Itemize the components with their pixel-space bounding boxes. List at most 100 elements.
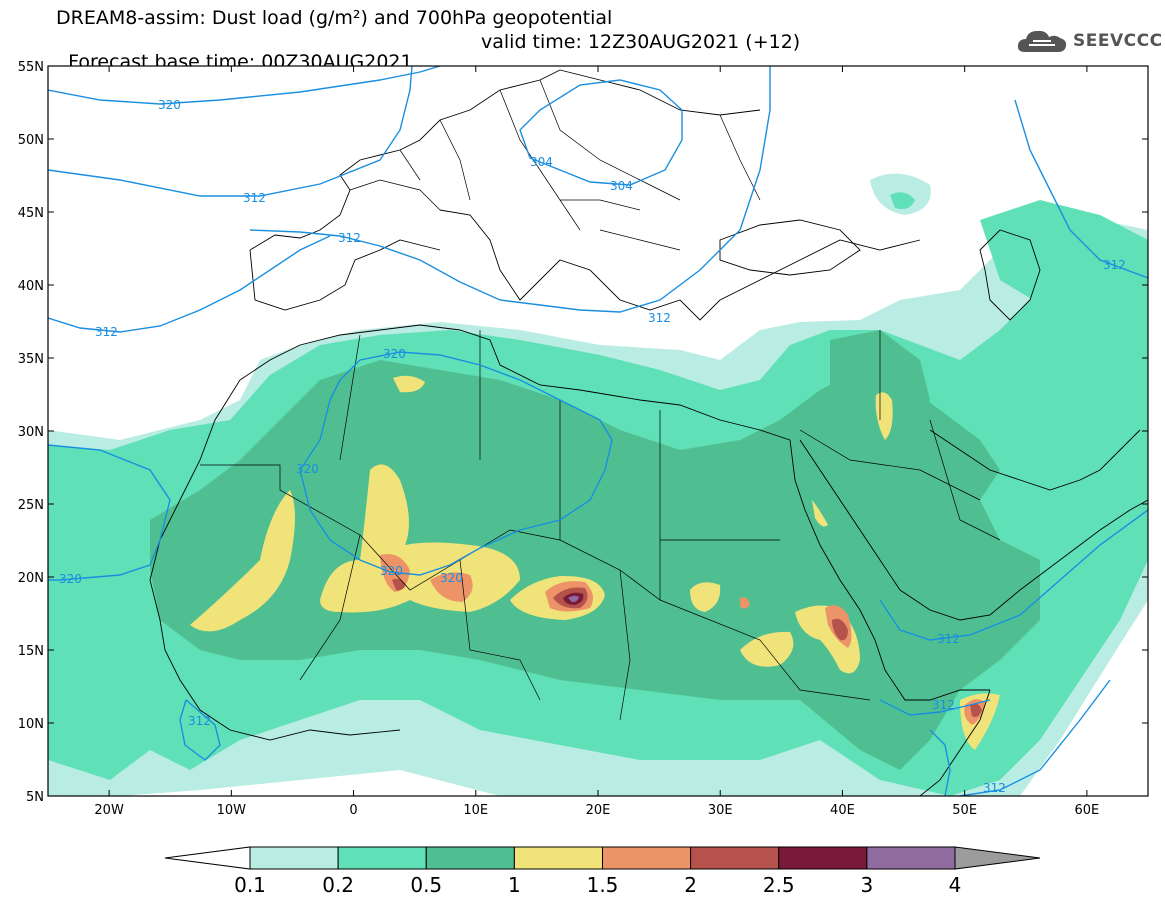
- coastlines: [149, 69, 1148, 796]
- lat-label: 30N: [18, 425, 44, 440]
- lat-label: 25N: [18, 498, 44, 513]
- lon-label: 50E: [952, 803, 977, 818]
- colorbar-tick-label: 1.5: [587, 873, 619, 897]
- dust-level-1-sahara-west: [190, 490, 295, 632]
- contour-label: 312: [188, 714, 211, 728]
- contour-label: 312: [95, 325, 118, 339]
- lat-label: 55N: [18, 60, 44, 75]
- dust-level-3-chad: [568, 595, 579, 602]
- coast-caspian: [979, 229, 1041, 321]
- dust-level-0-5: [150, 360, 1040, 770]
- coast-west-africa: [149, 379, 401, 741]
- contour-label: 312: [932, 698, 955, 712]
- borders-europe: [349, 79, 761, 251]
- contour-label: 320: [59, 572, 82, 586]
- coast-red-sea: [789, 439, 1148, 701]
- contour-label: 304: [610, 179, 633, 193]
- contour-312-southwest: [179, 699, 221, 761]
- dust-level-1-libya: [393, 375, 425, 393]
- coast-gulf: [929, 429, 1141, 491]
- dust-level-2-somalia: [970, 703, 982, 718]
- colorbar-tick-label: 2.5: [763, 873, 795, 897]
- contour-label: 312: [243, 191, 266, 205]
- lat-label: 5N: [26, 790, 44, 805]
- longitude-axis: 20W 10W 0 10E 20E 30E 40E 50E 60E: [94, 66, 1099, 818]
- colorbar-box: [249, 846, 339, 870]
- contour-320-sahara: [48, 444, 171, 581]
- coast-black-sea: [719, 219, 861, 276]
- contour-label: 320: [296, 462, 319, 476]
- geopotential-contours: [48, 66, 1148, 796]
- seevccc-logo: SEEVCCC: [1015, 24, 1163, 58]
- contour-320-main: [299, 351, 613, 576]
- colorbar-tick-label: 3: [861, 873, 874, 897]
- colorbar-box: [778, 846, 868, 870]
- lon-label: 20E: [586, 803, 611, 818]
- contour-312-mid: [249, 66, 771, 313]
- lat-label: 45N: [18, 206, 44, 221]
- contour-label: 312: [937, 632, 960, 646]
- colorbar-tick-label: 0.5: [410, 873, 442, 897]
- contour-312-africa-east: [879, 509, 1148, 641]
- colorbar-tick-label: 0.1: [234, 873, 266, 897]
- colorbar-tick-label: 2: [684, 873, 697, 897]
- map-title: DREAM8-assim: Dust load (g/m²) and 700hP…: [56, 7, 613, 29]
- contour-320-north: [48, 66, 441, 105]
- lon-label: 0: [349, 803, 357, 818]
- colorbar: 0.1 0.2 0.5 1 1.5 2 2.5 3 4: [164, 846, 1041, 897]
- contour-312-north: [48, 66, 413, 197]
- latitude-axis: 55N 50N 45N 40N 35N 30N 25N 20N 15N 10N 5N: [18, 60, 1148, 805]
- contour-312-somalia: [929, 729, 951, 796]
- colorbar-box: [337, 846, 427, 870]
- contour-312-west: [48, 235, 331, 333]
- contour-312-south: [959, 679, 1111, 796]
- lon-label: 10W: [217, 803, 247, 818]
- lat-label: 10N: [18, 717, 44, 732]
- valid-time: valid time: 12Z30AUG2021 (+12): [481, 31, 801, 53]
- colorbar-tick-label: 4: [949, 873, 962, 897]
- dust-level-1-sudan: [690, 582, 721, 612]
- contour-label: 312: [1103, 258, 1126, 272]
- dust-level-0-2-east: [980, 200, 1148, 320]
- coast-horn-africa: [919, 689, 991, 796]
- cloud-logo-icon: [1017, 30, 1067, 52]
- contour-312-horn: [879, 699, 991, 716]
- dust-level-2-ethiopia: [832, 618, 848, 641]
- colorbar-box: [866, 846, 956, 870]
- contour-labels: 320 312 312 312 304 304 312 320 320 320 …: [59, 98, 1126, 795]
- contour-label: 312: [983, 781, 1006, 795]
- dust-field: [48, 173, 1148, 796]
- lon-label: 60E: [1075, 803, 1100, 818]
- contour-label: 320: [383, 347, 406, 361]
- contour-304: [519, 79, 683, 186]
- lat-label: 35N: [18, 352, 44, 367]
- colorbar-box: [602, 846, 692, 870]
- colorbar-under-triangle: [164, 846, 251, 870]
- dust-level-1-redsea: [812, 500, 828, 527]
- contour-label: 320: [158, 98, 181, 112]
- lon-label: 30E: [708, 803, 733, 818]
- contour-label: 312: [338, 231, 361, 245]
- lat-label: 50N: [18, 133, 44, 148]
- colorbar-tick-label: 0.2: [322, 873, 354, 897]
- colorbar-box: [513, 846, 603, 870]
- dust-level-0-2-north: [890, 192, 915, 209]
- contour-label: 320: [380, 564, 403, 578]
- colorbar-over-triangle: [954, 846, 1041, 870]
- logo-text: SEEVCCC: [1073, 31, 1163, 51]
- lon-label: 40E: [830, 803, 855, 818]
- lat-label: 20N: [18, 571, 44, 586]
- dust-level-1-5-sudan: [740, 597, 750, 609]
- dust-level-1-sudan-south: [740, 631, 794, 667]
- colorbar-box: [425, 846, 515, 870]
- lat-label: 40N: [18, 279, 44, 294]
- colorbar-box: [690, 846, 780, 870]
- contour-label: 320: [440, 571, 463, 585]
- coast-europe: [249, 69, 921, 321]
- coast-north-africa: [239, 324, 791, 441]
- contour-312-east: [1014, 99, 1148, 279]
- lon-label: 20W: [94, 803, 124, 818]
- colorbar-tick-label: 1: [508, 873, 521, 897]
- contour-label: 312: [648, 311, 671, 325]
